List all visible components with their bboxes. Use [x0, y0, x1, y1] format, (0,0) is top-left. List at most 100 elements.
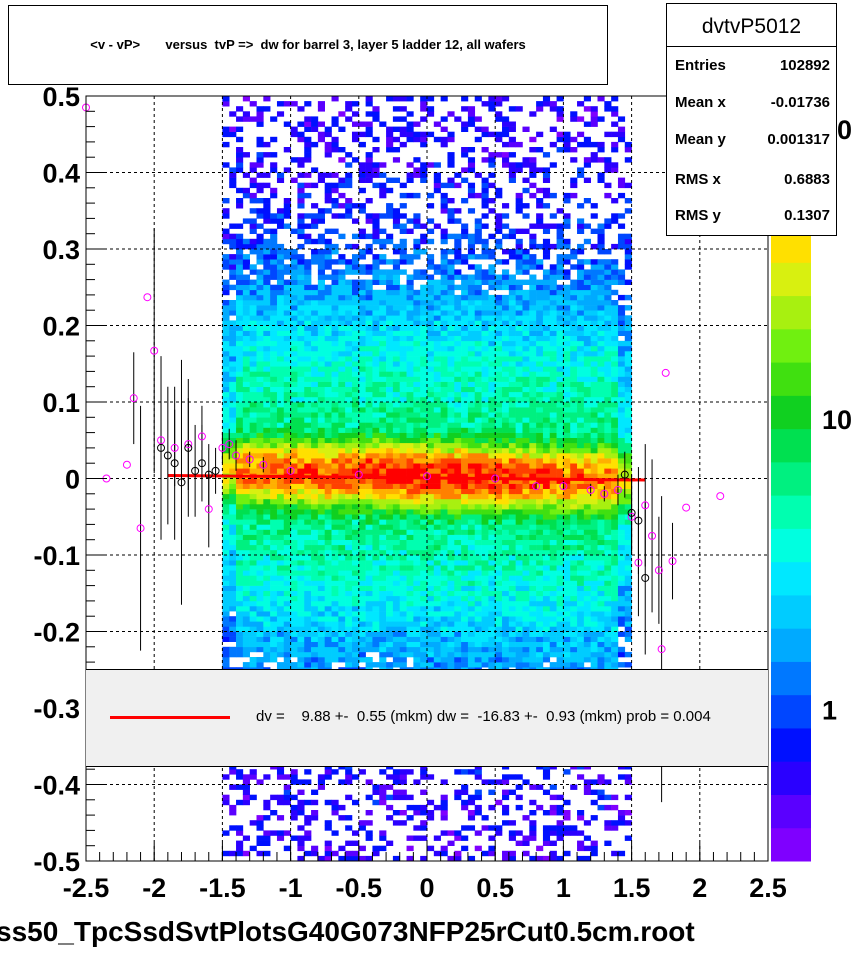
- heatmap-cell: [406, 162, 414, 168]
- heatmap-cell: [515, 432, 523, 438]
- heatmap-cell: [351, 279, 360, 285]
- heatmap-cell: [297, 524, 305, 530]
- heatmap-cell: [474, 284, 482, 291]
- heatmap-cell: [331, 590, 339, 597]
- heatmap-cell: [433, 320, 441, 326]
- heatmap-cell: [515, 310, 523, 316]
- heatmap-cell: [338, 585, 346, 591]
- heatmap-cell: [413, 483, 421, 489]
- heatmap-cell: [324, 825, 332, 831]
- heatmap-cell: [229, 361, 237, 367]
- heatmap-cell: [345, 310, 353, 316]
- heatmap-cell: [427, 427, 435, 433]
- heatmap-cell: [304, 636, 312, 642]
- heatmap-cell: [461, 279, 469, 285]
- heatmap-cell: [406, 453, 414, 459]
- heatmap-cell: [481, 289, 489, 296]
- heatmap-cell: [365, 386, 373, 393]
- heatmap-cell: [358, 524, 366, 530]
- heatmap-cell: [270, 243, 278, 250]
- heatmap-cell: [256, 249, 264, 255]
- heatmap-cell: [345, 514, 353, 520]
- heatmap-cell: [229, 402, 237, 408]
- heatmap-cell: [392, 116, 401, 122]
- heatmap-cell: [290, 264, 298, 270]
- heatmap-cell: [386, 417, 394, 423]
- heatmap-cell: [358, 356, 366, 362]
- heatmap-cell: [351, 539, 360, 546]
- heatmap-cell: [236, 396, 244, 403]
- heatmap-cell: [331, 136, 339, 143]
- heatmap-cell: [495, 519, 503, 525]
- heatmap-cell: [399, 106, 407, 112]
- heatmap-cell: [522, 269, 530, 275]
- heatmap-cell: [467, 641, 476, 648]
- heatmap-cell: [481, 305, 489, 311]
- heatmap-cell: [420, 478, 428, 484]
- heatmap-cell: [351, 555, 360, 561]
- heatmap-cell: [297, 468, 305, 474]
- heatmap-cell: [379, 509, 387, 515]
- heatmap-cell: [529, 412, 537, 418]
- heatmap-cell: [420, 330, 428, 336]
- heatmap-cell: [270, 192, 278, 199]
- heatmap-cell: [406, 560, 414, 566]
- heatmap-cell: [461, 167, 469, 173]
- heatmap-cell: [338, 519, 346, 525]
- heatmap-cell: [317, 560, 325, 566]
- heatmap-cell: [331, 463, 339, 469]
- heatmap-cell: [351, 840, 360, 846]
- heatmap-cell: [365, 284, 373, 291]
- heatmap-cell: [372, 585, 380, 591]
- heatmap-cell: [474, 478, 482, 484]
- heatmap-cell: [263, 585, 271, 591]
- heatmap-cell: [467, 504, 476, 510]
- heatmap-cell: [276, 274, 285, 280]
- heatmap-cell: [447, 213, 455, 219]
- heatmap-cell: [263, 422, 271, 428]
- heatmap-cell: [256, 427, 264, 433]
- heatmap-cell: [338, 453, 346, 459]
- heatmap-cell: [386, 621, 394, 627]
- heatmap-cell: [413, 238, 421, 245]
- heatmap-cell: [474, 458, 482, 464]
- heatmap-cell: [290, 402, 298, 408]
- heatmap-cell: [406, 437, 414, 444]
- heatmap-cell: [454, 600, 462, 607]
- heatmap-cell: [290, 815, 298, 821]
- heatmap-cell: [399, 606, 407, 612]
- heatmap-cell: [454, 310, 462, 316]
- heatmap-cell: [270, 616, 278, 622]
- heatmap-cell: [447, 356, 455, 362]
- heatmap-cell: [399, 294, 407, 301]
- heatmap-cell: [447, 361, 455, 367]
- heatmap-cell: [270, 641, 278, 648]
- heatmap-cell: [379, 259, 387, 265]
- heatmap-cell: [270, 412, 278, 418]
- heatmap-cell: [420, 274, 428, 280]
- heatmap-cell: [488, 427, 496, 433]
- heatmap-cell: [467, 651, 476, 658]
- heatmap-cell: [311, 646, 319, 653]
- heatmap-cell: [256, 162, 264, 168]
- heatmap-cell: [311, 330, 319, 336]
- heatmap-cell: [495, 386, 503, 393]
- heatmap-cell: [502, 539, 510, 546]
- heatmap-cell: [283, 621, 291, 627]
- heatmap-cell: [311, 325, 319, 331]
- heatmap-cell: [297, 203, 305, 209]
- heatmap-cell: [345, 631, 353, 637]
- heatmap-cell: [508, 611, 516, 617]
- heatmap-cell: [474, 351, 482, 357]
- heatmap-cell: [386, 274, 394, 280]
- heatmap-cell: [358, 335, 366, 342]
- heatmap-cell: [324, 488, 332, 495]
- heatmap-cell: [406, 407, 414, 413]
- heatmap-cell: [263, 442, 271, 449]
- heatmap-cell: [522, 432, 530, 438]
- heatmap-cell: [488, 453, 496, 459]
- heatmap-cell: [276, 325, 285, 331]
- heatmap-cell: [433, 478, 441, 484]
- heatmap-cell: [495, 493, 503, 500]
- heatmap-cell: [358, 427, 366, 433]
